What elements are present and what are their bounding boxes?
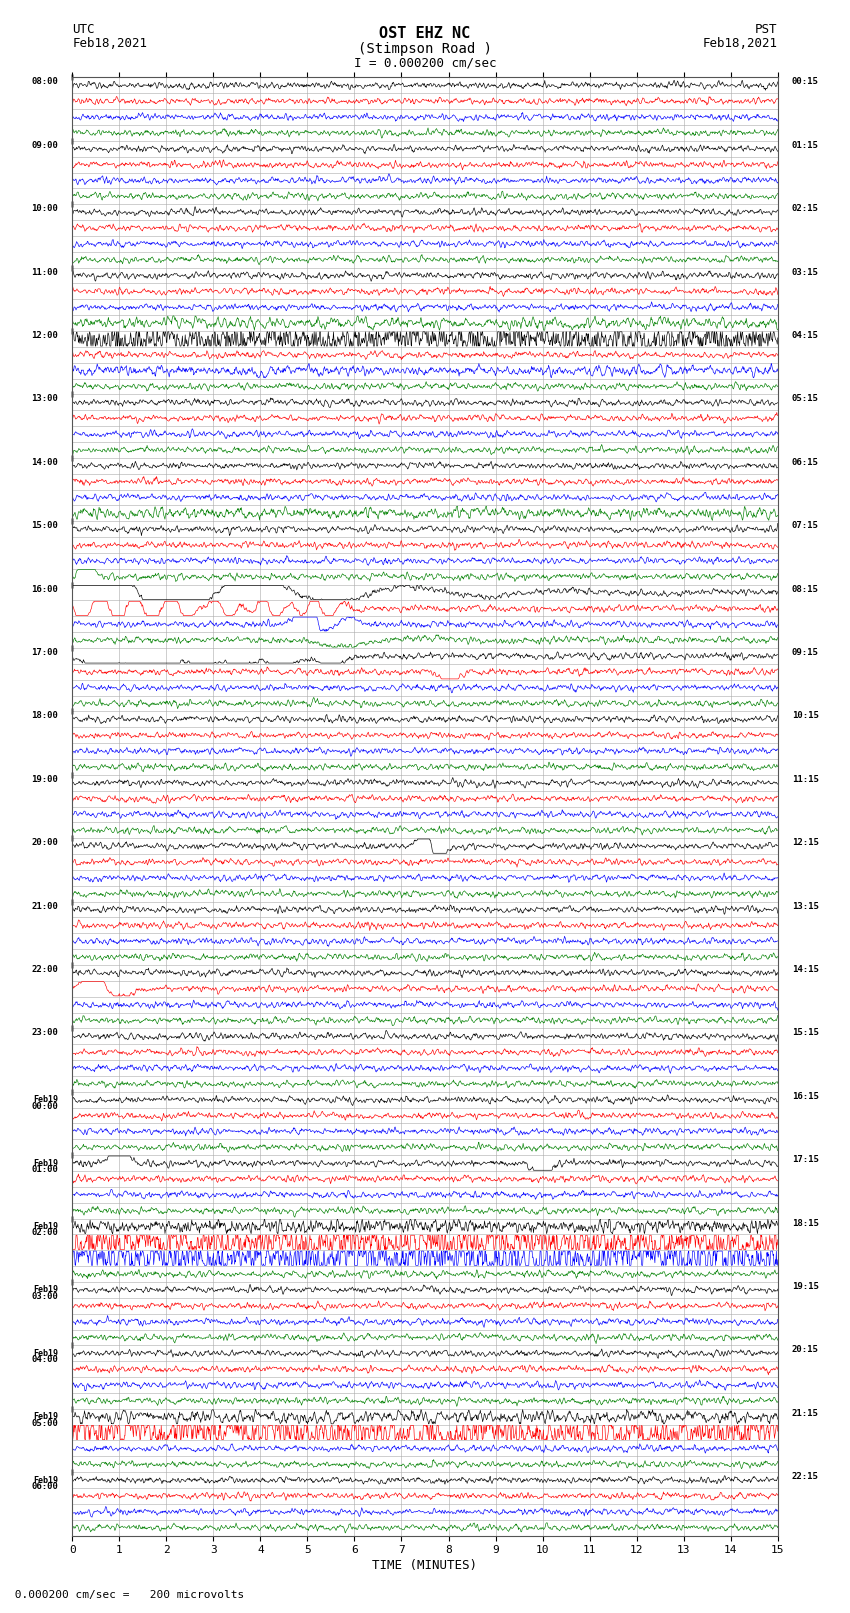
Text: 06:00: 06:00 <box>31 1482 58 1490</box>
Text: 17:15: 17:15 <box>792 1155 819 1165</box>
Text: 06:15: 06:15 <box>792 458 819 466</box>
Text: 0.000200 cm/sec =   200 microvolts: 0.000200 cm/sec = 200 microvolts <box>8 1590 245 1600</box>
Text: 01:00: 01:00 <box>31 1165 58 1174</box>
Text: 18:00: 18:00 <box>31 711 58 721</box>
Text: 08:15: 08:15 <box>792 584 819 594</box>
Text: 11:00: 11:00 <box>31 268 58 276</box>
Text: Feb18,2021: Feb18,2021 <box>703 37 778 50</box>
Text: Feb18,2021: Feb18,2021 <box>72 37 147 50</box>
Text: 07:15: 07:15 <box>792 521 819 531</box>
Text: 05:00: 05:00 <box>31 1418 58 1428</box>
Text: 18:15: 18:15 <box>792 1218 819 1227</box>
Text: 15:00: 15:00 <box>31 521 58 531</box>
Text: 08:00: 08:00 <box>31 77 58 87</box>
Text: 20:00: 20:00 <box>31 839 58 847</box>
Text: Feb19: Feb19 <box>33 1158 58 1168</box>
X-axis label: TIME (MINUTES): TIME (MINUTES) <box>372 1560 478 1573</box>
Text: OST EHZ NC: OST EHZ NC <box>379 26 471 40</box>
Text: 14:15: 14:15 <box>792 965 819 974</box>
Text: 20:15: 20:15 <box>792 1345 819 1355</box>
Text: 01:15: 01:15 <box>792 140 819 150</box>
Text: 15:15: 15:15 <box>792 1029 819 1037</box>
Text: 04:15: 04:15 <box>792 331 819 340</box>
Text: Feb19: Feb19 <box>33 1095 58 1105</box>
Text: 05:15: 05:15 <box>792 395 819 403</box>
Text: 14:00: 14:00 <box>31 458 58 466</box>
Text: 03:00: 03:00 <box>31 1292 58 1300</box>
Text: 16:15: 16:15 <box>792 1092 819 1100</box>
Text: 00:15: 00:15 <box>792 77 819 87</box>
Text: 09:00: 09:00 <box>31 140 58 150</box>
Text: 17:00: 17:00 <box>31 648 58 656</box>
Text: 22:00: 22:00 <box>31 965 58 974</box>
Text: Feb19: Feb19 <box>33 1476 58 1484</box>
Text: 22:15: 22:15 <box>792 1473 819 1481</box>
Text: 21:15: 21:15 <box>792 1408 819 1418</box>
Text: (Stimpson Road ): (Stimpson Road ) <box>358 42 492 56</box>
Text: Feb19: Feb19 <box>33 1223 58 1231</box>
Text: 02:00: 02:00 <box>31 1229 58 1237</box>
Text: Feb19: Feb19 <box>33 1286 58 1294</box>
Text: Feb19: Feb19 <box>33 1348 58 1358</box>
Text: I = 0.000200 cm/sec: I = 0.000200 cm/sec <box>354 56 496 69</box>
Text: 10:00: 10:00 <box>31 205 58 213</box>
Text: 10:15: 10:15 <box>792 711 819 721</box>
Text: 12:15: 12:15 <box>792 839 819 847</box>
Text: 13:00: 13:00 <box>31 395 58 403</box>
Text: 16:00: 16:00 <box>31 584 58 594</box>
Text: 02:15: 02:15 <box>792 205 819 213</box>
Text: 09:15: 09:15 <box>792 648 819 656</box>
Text: 00:00: 00:00 <box>31 1102 58 1111</box>
Text: 21:00: 21:00 <box>31 902 58 911</box>
Text: 23:00: 23:00 <box>31 1029 58 1037</box>
Text: 11:15: 11:15 <box>792 774 819 784</box>
Text: 04:00: 04:00 <box>31 1355 58 1365</box>
Text: 19:00: 19:00 <box>31 774 58 784</box>
Text: UTC: UTC <box>72 23 94 37</box>
Text: 03:15: 03:15 <box>792 268 819 276</box>
Text: PST: PST <box>756 23 778 37</box>
Text: 12:00: 12:00 <box>31 331 58 340</box>
Text: 13:15: 13:15 <box>792 902 819 911</box>
Text: 19:15: 19:15 <box>792 1282 819 1290</box>
Text: Feb19: Feb19 <box>33 1413 58 1421</box>
